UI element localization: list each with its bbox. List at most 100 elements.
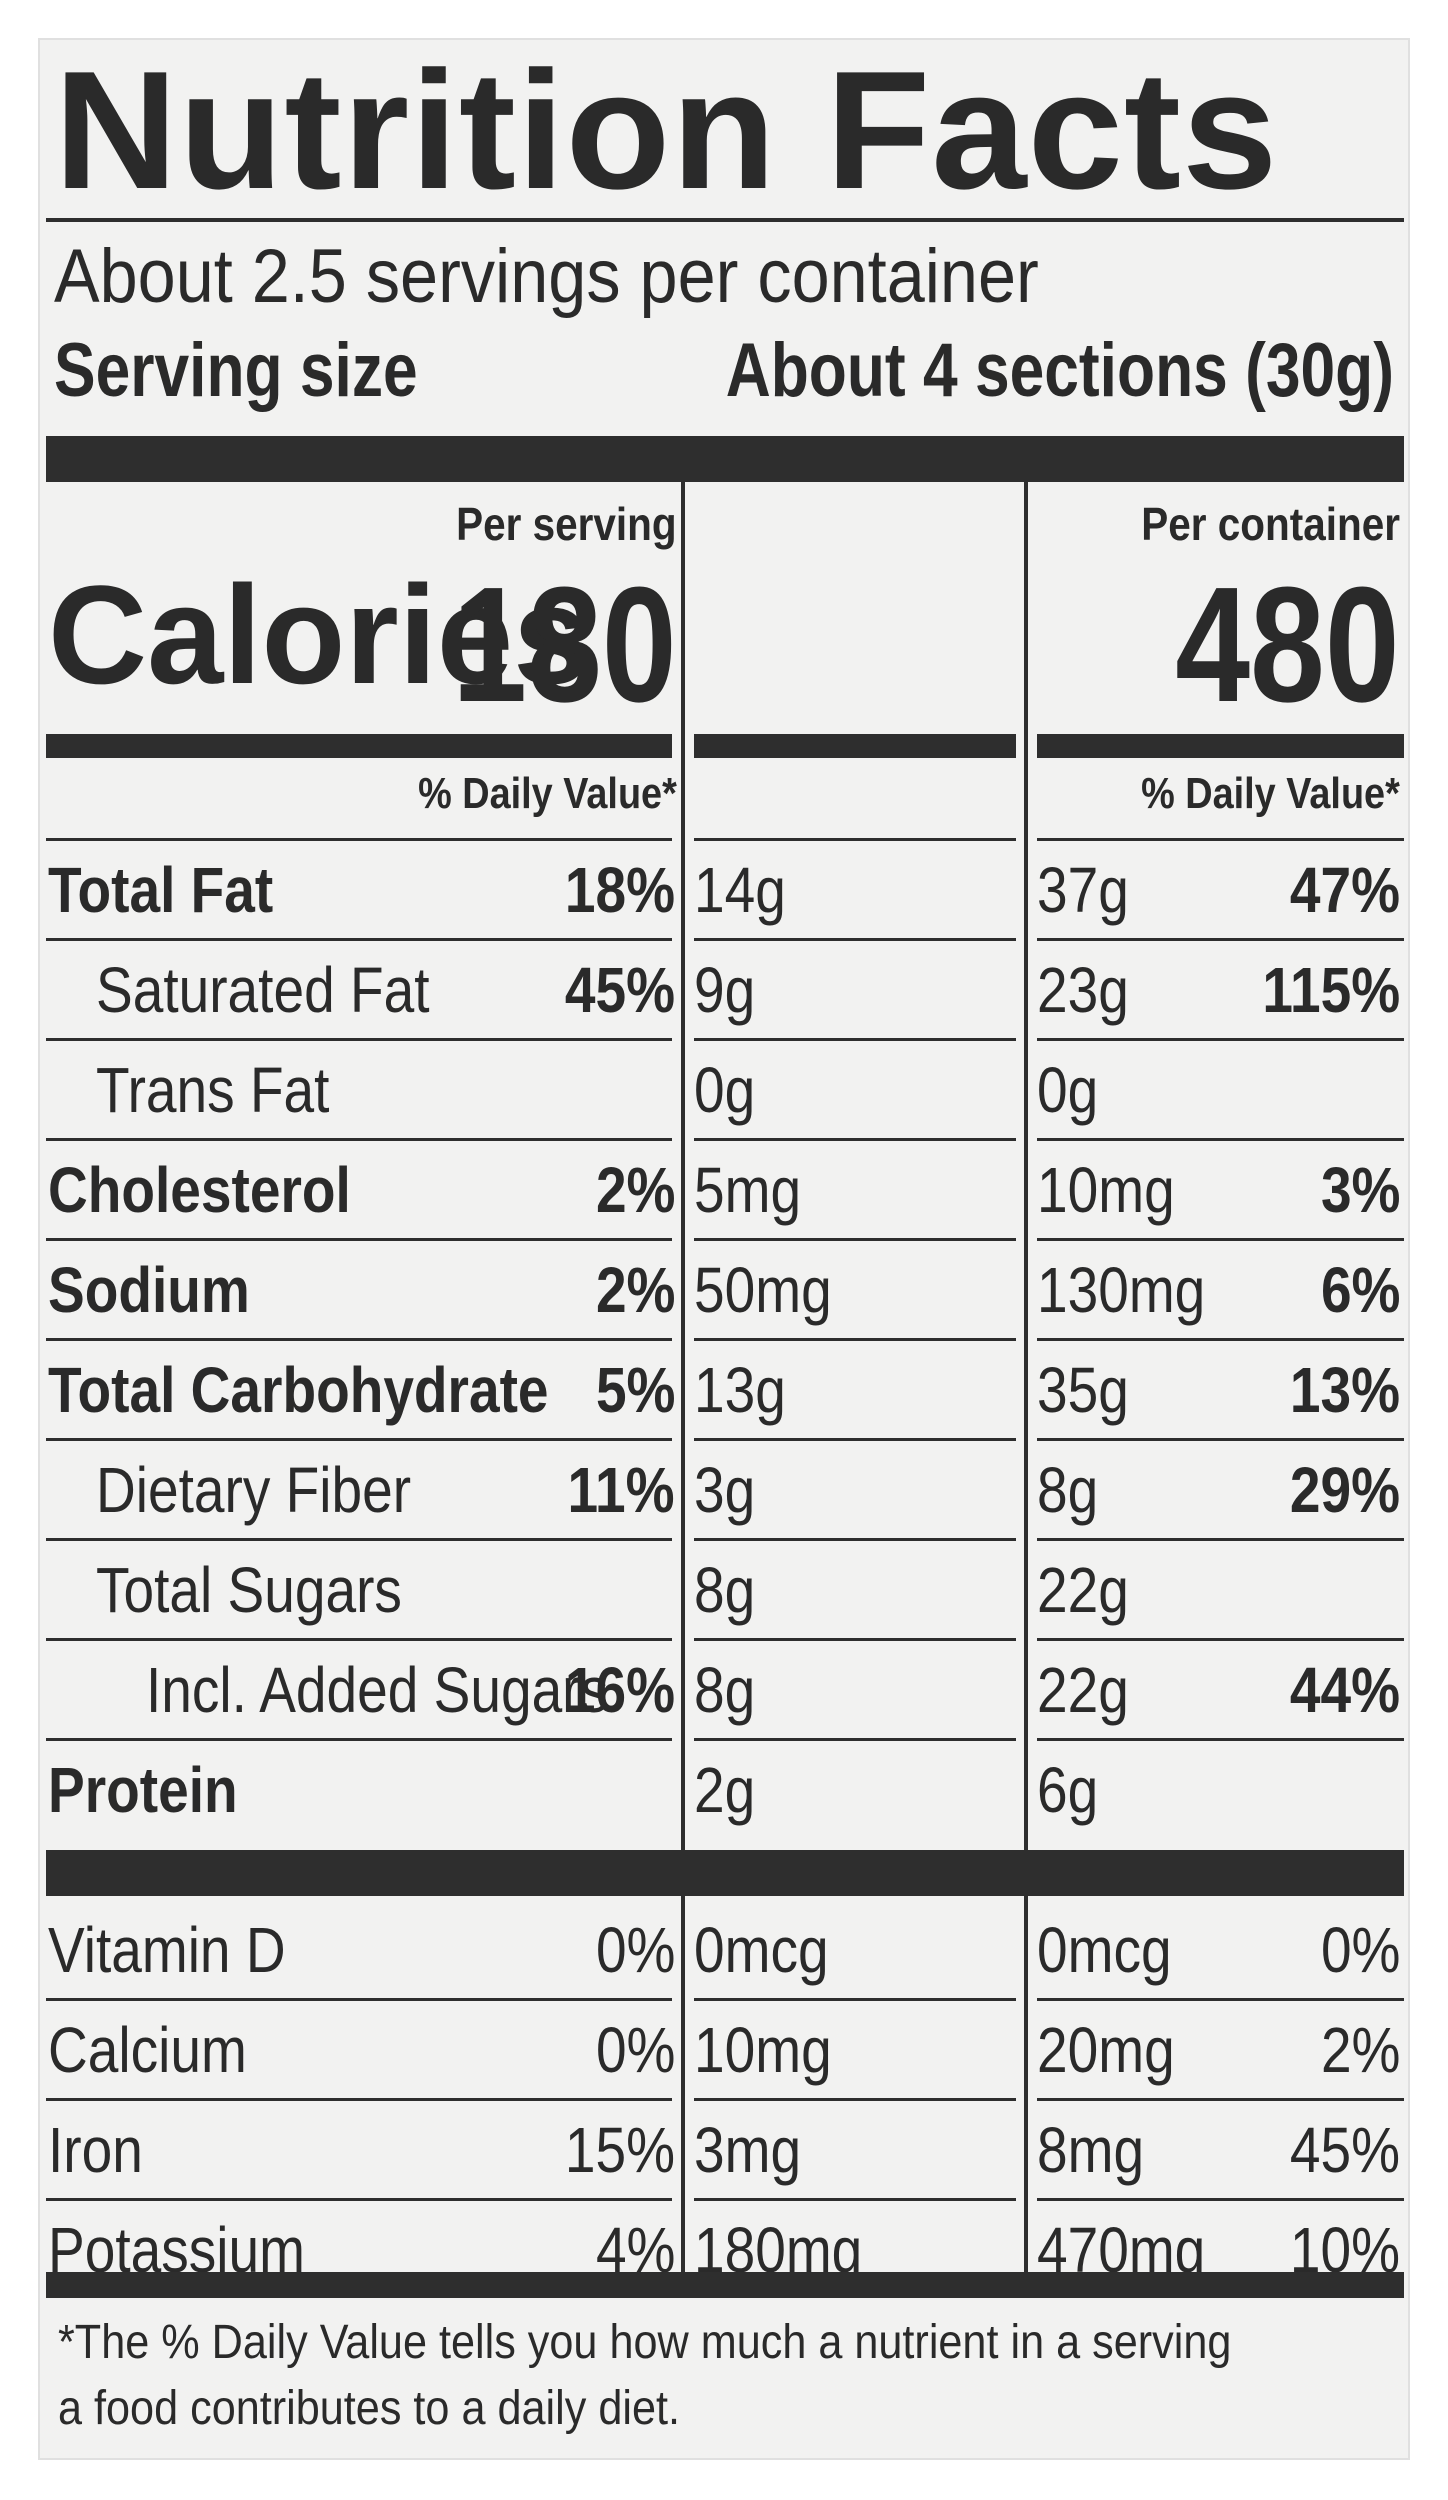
row-divider xyxy=(1037,1538,1404,1541)
container-daily-value: 2% xyxy=(1320,2014,1400,2086)
row-divider xyxy=(694,1738,1016,1741)
nutrient-name: Incl. Added Sugars xyxy=(146,1654,609,1726)
serving-amount: 8g xyxy=(694,1554,756,1626)
servings-per-container: About 2.5 servings per container xyxy=(54,234,1039,319)
row-divider xyxy=(1037,1338,1404,1341)
serving-amount: 50mg xyxy=(694,1254,832,1326)
row-divider xyxy=(46,1138,672,1141)
row-divider xyxy=(694,1138,1016,1141)
row-divider xyxy=(46,1638,672,1641)
serving-daily-value: 2% xyxy=(595,1154,675,1226)
container-amount: 23g xyxy=(1037,954,1129,1026)
calories-rule-serving xyxy=(694,734,1016,758)
row-divider xyxy=(1037,1238,1404,1241)
serving-amount: 9g xyxy=(694,954,756,1026)
thick-bar-vitamins xyxy=(46,1850,1404,1896)
serving-daily-value: 5% xyxy=(595,1354,675,1426)
nutrient-name: Total Sugars xyxy=(96,1554,402,1626)
container-daily-value: 44% xyxy=(1289,1654,1400,1726)
row-divider xyxy=(694,1998,1016,2001)
row-divider xyxy=(694,1438,1016,1441)
nutrient-name: Trans Fat xyxy=(96,1054,330,1126)
serving-daily-value: 11% xyxy=(567,1454,675,1526)
row-divider xyxy=(46,1438,672,1441)
container-daily-value: 0% xyxy=(1320,1914,1400,1986)
serving-amount: 0mcg xyxy=(694,1914,829,1986)
row-divider xyxy=(694,838,1016,841)
calories-rule-name xyxy=(46,734,672,758)
column-header-container: Per container xyxy=(1141,498,1400,550)
row-divider xyxy=(1037,938,1404,941)
row-divider xyxy=(694,1238,1016,1241)
row-divider xyxy=(1037,2098,1404,2101)
nutrient-name: Saturated Fat xyxy=(96,954,430,1026)
label-title: Nutrition Facts xyxy=(54,36,1279,224)
container-amount: 130mg xyxy=(1037,1254,1206,1326)
calories-rule-container xyxy=(1037,734,1404,758)
serving-amount: 3mg xyxy=(694,2114,802,2186)
container-daily-value: 115% xyxy=(1262,954,1400,1026)
row-divider xyxy=(46,2098,672,2101)
serving-daily-value: 16% xyxy=(564,1654,675,1726)
container-amount: 0mcg xyxy=(1037,1914,1172,1986)
row-divider xyxy=(46,938,672,941)
calories-per-serving: 180 xyxy=(452,553,677,736)
vitamin-name: Iron xyxy=(48,2114,143,2186)
title-divider xyxy=(46,218,1404,222)
row-divider xyxy=(694,1538,1016,1541)
serving-amount: 14g xyxy=(694,854,786,926)
row-divider xyxy=(1037,1998,1404,2001)
column-divider-container xyxy=(1024,482,1028,2272)
container-daily-value: 29% xyxy=(1289,1454,1400,1526)
vitamin-name: Vitamin D xyxy=(48,1914,286,1986)
nutrient-name: Total Fat xyxy=(48,854,274,926)
daily-value-header-container: % Daily Value* xyxy=(1141,769,1400,818)
row-divider xyxy=(1037,1138,1404,1141)
serving-amount: 13g xyxy=(694,1354,786,1426)
container-daily-value: 45% xyxy=(1289,2114,1400,2186)
row-divider xyxy=(46,1998,672,2001)
serving-amount: 3g xyxy=(694,1454,756,1526)
row-divider xyxy=(694,1038,1016,1041)
row-divider xyxy=(694,1638,1016,1641)
thick-bar-top xyxy=(46,436,1404,482)
serving-amount: 2g xyxy=(694,1754,756,1826)
thick-bar-bottom xyxy=(46,2272,1404,2298)
serving-daily-value: 18% xyxy=(564,854,675,926)
footnote: *The % Daily Value tells you how much a … xyxy=(58,2316,1232,2435)
row-divider xyxy=(694,2098,1016,2101)
row-divider xyxy=(1037,2198,1404,2201)
column-divider-serving xyxy=(681,482,685,2272)
row-divider xyxy=(694,938,1016,941)
row-divider xyxy=(46,1038,672,1041)
container-amount: 6g xyxy=(1037,1754,1099,1826)
row-divider xyxy=(46,1538,672,1541)
calories-per-container: 480 xyxy=(1175,553,1400,736)
container-amount: 35g xyxy=(1037,1354,1129,1426)
container-amount: 10mg xyxy=(1037,1154,1175,1226)
nutrient-name: Total Carbohydrate xyxy=(48,1354,549,1426)
serving-amount: 8g xyxy=(694,1654,756,1726)
serving-daily-value: 15% xyxy=(564,2114,675,2186)
nutrient-name: Cholesterol xyxy=(48,1154,351,1226)
container-daily-value: 3% xyxy=(1320,1154,1400,1226)
row-divider xyxy=(46,1738,672,1741)
calories-label: Calories xyxy=(48,556,590,713)
container-amount: 22g xyxy=(1037,1554,1129,1626)
row-divider xyxy=(46,2198,672,2201)
row-divider xyxy=(1037,1738,1404,1741)
row-divider xyxy=(1037,1438,1404,1441)
container-amount: 20mg xyxy=(1037,2014,1175,2086)
container-amount: 0g xyxy=(1037,1054,1099,1126)
container-daily-value: 47% xyxy=(1289,854,1400,926)
nutrient-name: Sodium xyxy=(48,1254,250,1326)
serving-size-label: Serving size xyxy=(54,328,418,413)
serving-amount: 10mg xyxy=(694,2014,832,2086)
serving-amount: 0g xyxy=(694,1054,756,1126)
row-divider xyxy=(694,2198,1016,2201)
container-daily-value: 6% xyxy=(1320,1254,1400,1326)
serving-daily-value: 2% xyxy=(595,1254,675,1326)
row-divider xyxy=(1037,1038,1404,1041)
serving-amount: 5mg xyxy=(694,1154,802,1226)
column-header-serving: Per serving xyxy=(456,498,677,550)
